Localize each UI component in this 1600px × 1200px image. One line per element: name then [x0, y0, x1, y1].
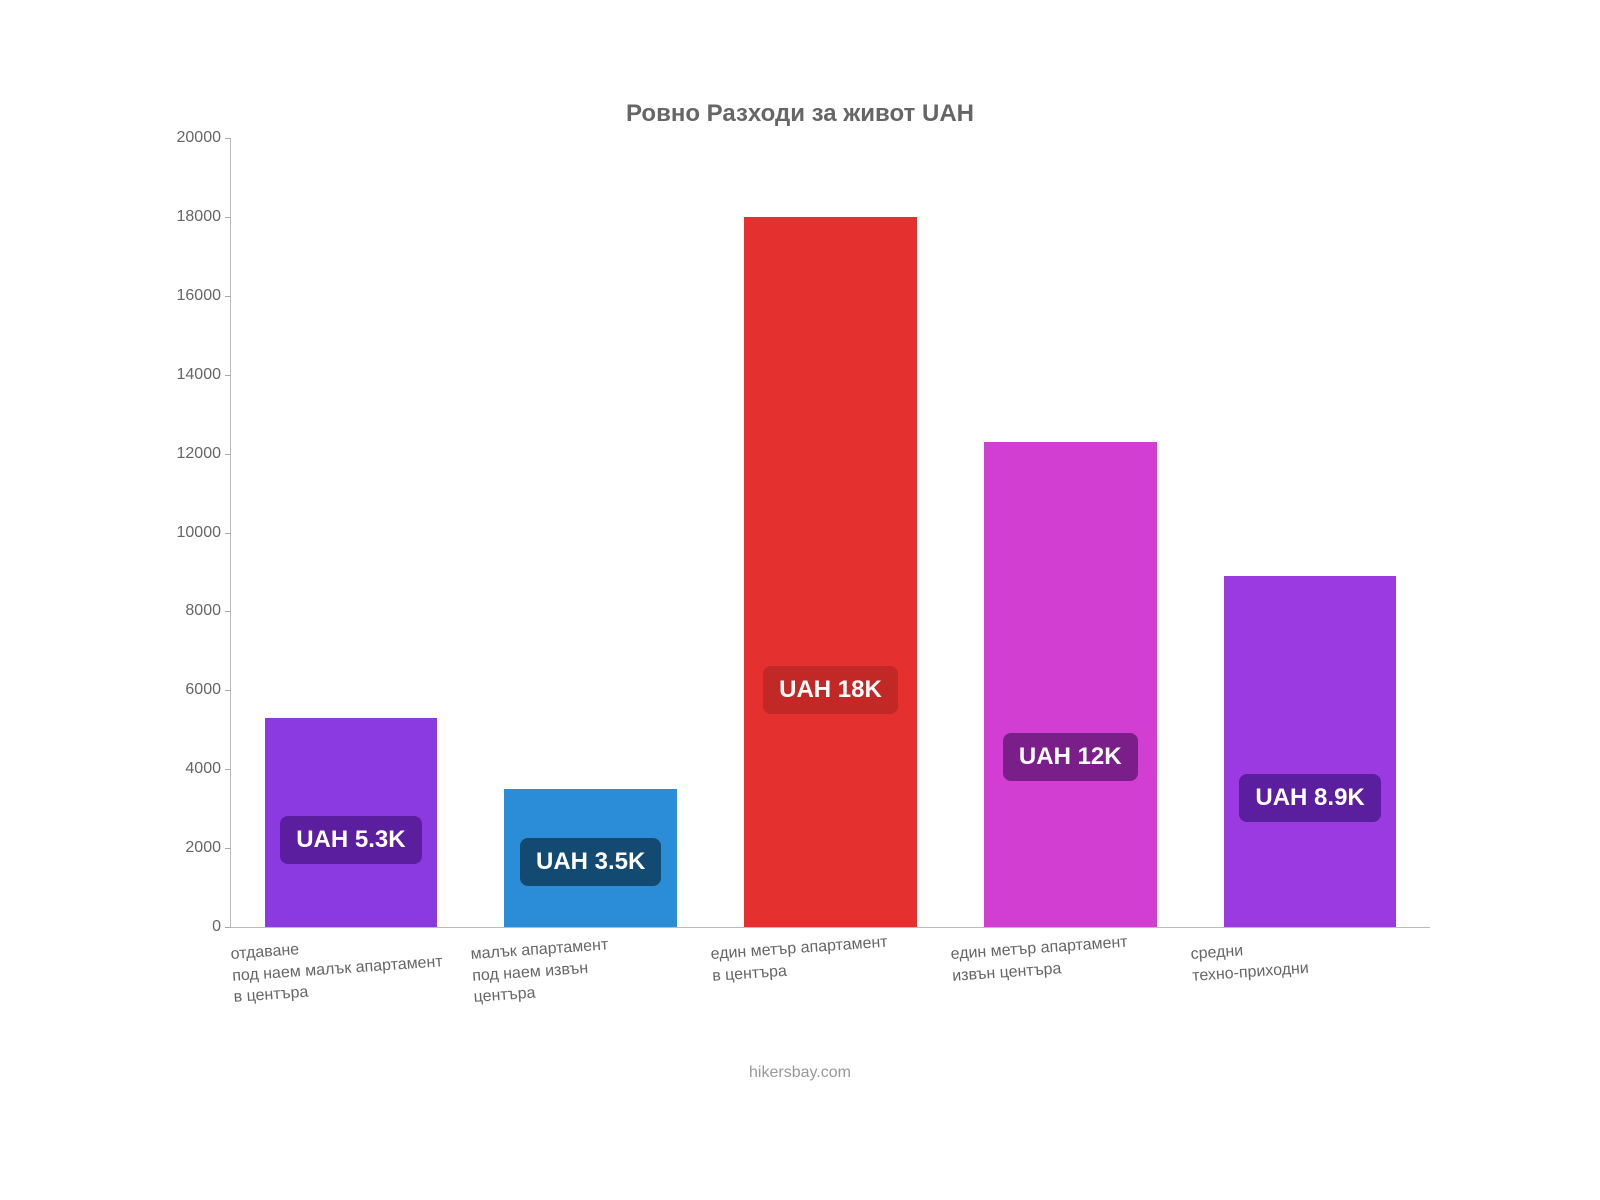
source-attribution: hikersbay.com: [160, 1064, 1440, 1082]
y-tick-mark: [225, 690, 231, 691]
x-tick-label: малък апартаментпод наем извънцентъра: [470, 927, 714, 1008]
y-tick-mark: [225, 138, 231, 139]
y-tick-label: 18000: [161, 208, 221, 226]
bar: UAH 12K: [984, 442, 1157, 927]
y-tick-label: 12000: [161, 445, 221, 463]
x-tick-label: среднитехно-приходни: [1190, 927, 1434, 1008]
bar: UAH 8.9K: [1224, 576, 1397, 927]
y-tick-label: 0: [161, 918, 221, 936]
value-badge: UAH 5.3K: [280, 816, 421, 864]
bar: UAH 18K: [744, 217, 917, 927]
y-tick-label: 2000: [161, 839, 221, 857]
y-tick-mark: [225, 296, 231, 297]
bar-slot: UAH 18K: [711, 217, 951, 927]
y-tick-mark: [225, 611, 231, 612]
y-tick-mark: [225, 533, 231, 534]
bar-slot: UAH 3.5K: [471, 789, 711, 927]
bar: UAH 5.3K: [265, 718, 438, 927]
bar-slot: UAH 8.9K: [1190, 576, 1430, 927]
y-tick-label: 14000: [161, 366, 221, 384]
y-tick-label: 20000: [161, 129, 221, 147]
plot-area: UAH 5.3KUAH 3.5KUAH 18KUAH 12KUAH 8.9K 0…: [230, 138, 1430, 928]
chart-container: Ровно Разходи за живот UAH UAH 5.3K UAH 3…: [160, 100, 1440, 1100]
y-tick-mark: [225, 927, 231, 928]
x-tick-label: един метър апартаментизвън центъра: [950, 927, 1194, 1008]
y-tick-mark: [225, 454, 231, 455]
y-tick-mark: [225, 848, 231, 849]
bar-slot: UAH 5.3K: [231, 718, 471, 927]
y-tick-label: 10000: [161, 524, 221, 542]
y-tick-mark: [225, 769, 231, 770]
bar: UAH 3.5K: [504, 789, 677, 927]
y-tick-mark: [225, 375, 231, 376]
y-tick-label: 8000: [161, 602, 221, 620]
x-tick-label: един метър апартаментв центъра: [710, 927, 954, 1008]
y-tick-label: 16000: [161, 287, 221, 305]
bar-slot: UAH 12K: [950, 442, 1190, 927]
value-badge: UAH 18K: [763, 666, 898, 714]
y-tick-mark: [225, 217, 231, 218]
y-tick-label: 6000: [161, 681, 221, 699]
chart-title: Ровно Разходи за живот UAH: [160, 100, 1440, 128]
x-tick-label: отдаванепод наем малък апартаментв центъ…: [230, 927, 474, 1008]
y-tick-label: 4000: [161, 760, 221, 778]
value-badge: UAH 12K: [1003, 733, 1138, 781]
value-badge: UAH 3.5K: [520, 838, 661, 886]
x-axis-labels: отдаванепод наем малък апартаментв центъ…: [230, 944, 1430, 1009]
bars-group: UAH 5.3K UAH 3.5K UAH 18K UAH 12K UAH 8.9K: [231, 138, 1430, 927]
value-badge: UAH 8.9K: [1239, 774, 1380, 822]
